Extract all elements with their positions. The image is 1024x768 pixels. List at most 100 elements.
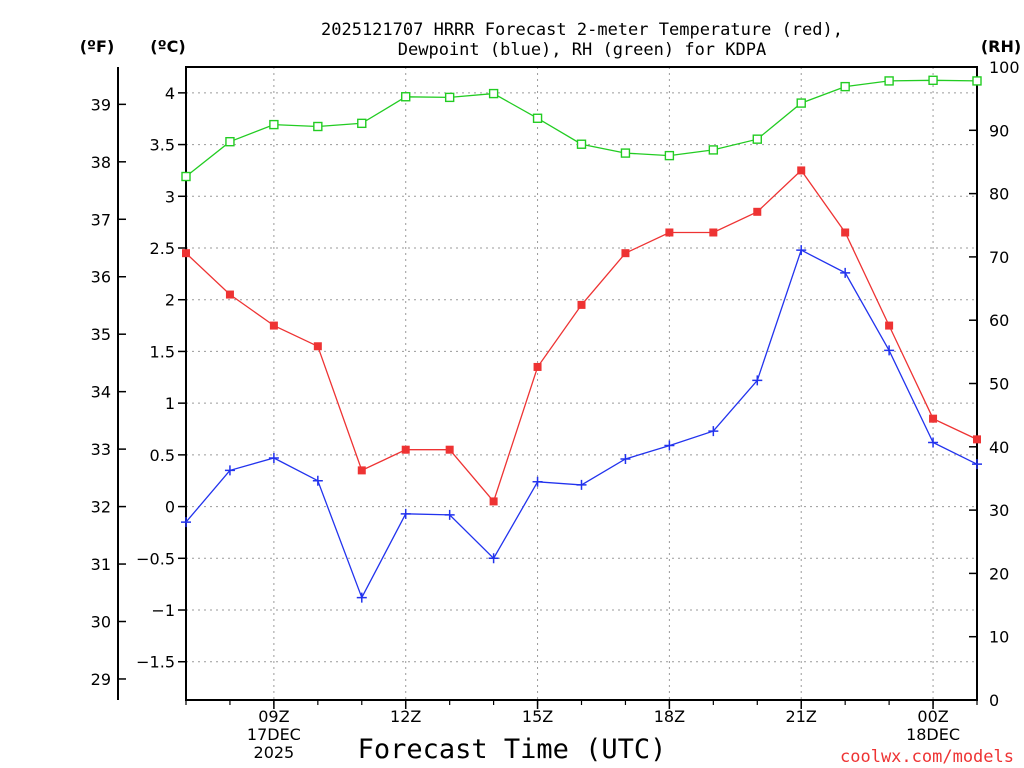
title-line-1: 2025121707 HRRR Forecast 2-meter Tempera… bbox=[321, 20, 843, 40]
series-layer bbox=[181, 75, 982, 603]
series-dewpoint bbox=[181, 245, 982, 603]
data-point bbox=[357, 118, 367, 129]
data-point bbox=[840, 81, 850, 92]
celsius-tick-label: 3 bbox=[165, 187, 175, 206]
celsius-tick-label: 3.5 bbox=[150, 136, 175, 155]
data-point bbox=[841, 228, 850, 237]
data-point bbox=[973, 435, 981, 444]
data-point bbox=[313, 121, 323, 132]
rh-tick-label: 80 bbox=[989, 185, 1009, 204]
data-point bbox=[709, 228, 718, 237]
celsius-unit-label: (ºC) bbox=[150, 37, 185, 56]
x-tick-label: 09Z bbox=[258, 707, 289, 726]
rh-tick-label: 0 bbox=[989, 691, 999, 710]
data-point bbox=[224, 465, 235, 476]
x-tick-label: 15Z bbox=[522, 707, 553, 726]
data-point bbox=[621, 249, 630, 258]
axes: 4 3.5 3 2.5 2 1.5 1 0.5 0 −0.5 −1 −1.5 39 38 37 36 35 34 3… bbox=[91, 58, 1020, 762]
data-point bbox=[664, 440, 675, 451]
data-point bbox=[401, 92, 411, 102]
fahrenheit-tick-label: 30 bbox=[91, 613, 111, 632]
fahrenheit-tick-label: 38 bbox=[91, 153, 111, 172]
data-point bbox=[664, 150, 675, 161]
data-point bbox=[928, 437, 939, 448]
data-point bbox=[665, 228, 674, 237]
data-point bbox=[796, 98, 806, 108]
rh-tick-label: 10 bbox=[989, 628, 1009, 647]
data-point bbox=[708, 426, 719, 437]
fahrenheit-tick-label: 34 bbox=[91, 383, 111, 402]
data-point bbox=[488, 88, 499, 99]
fahrenheit-tick-label: 32 bbox=[91, 498, 111, 517]
data-point bbox=[884, 76, 894, 86]
data-point bbox=[225, 290, 234, 299]
celsius-tick-label: 2.5 bbox=[150, 239, 175, 258]
x-tick-label: 18Z bbox=[654, 707, 685, 726]
data-point bbox=[356, 592, 367, 603]
data-point bbox=[533, 362, 542, 371]
data-point bbox=[884, 345, 895, 356]
data-point bbox=[401, 445, 410, 454]
data-point bbox=[532, 113, 543, 123]
celsius-tick-label: 0 bbox=[165, 498, 175, 517]
data-point bbox=[181, 171, 191, 182]
x-tick-label: 00Z bbox=[917, 707, 948, 726]
rh-tick-label: 90 bbox=[989, 121, 1009, 140]
x-axis-title: Forecast Time (UTC) bbox=[358, 734, 667, 765]
data-point bbox=[929, 414, 938, 423]
data-point bbox=[532, 476, 543, 487]
data-point bbox=[840, 267, 851, 278]
celsius-tick-label: −1.5 bbox=[136, 653, 175, 672]
fahrenheit-tick-label: 39 bbox=[91, 95, 111, 114]
data-point bbox=[357, 466, 366, 475]
rh-unit-label: (RH) bbox=[981, 37, 1021, 56]
data-point bbox=[620, 148, 631, 158]
fahrenheit-unit-label: (ºF) bbox=[80, 37, 115, 56]
data-point bbox=[312, 475, 323, 486]
data-point bbox=[182, 249, 190, 258]
x-tick-label: 18DEC bbox=[906, 725, 960, 744]
data-point bbox=[796, 245, 807, 256]
data-point bbox=[444, 92, 455, 103]
credit-text: coolwx.com/models bbox=[840, 747, 1014, 767]
data-point bbox=[269, 119, 279, 130]
x-tick-label: 17DEC bbox=[247, 725, 301, 744]
rh-tick-label: 50 bbox=[989, 375, 1009, 394]
fahrenheit-tick-label: 37 bbox=[91, 210, 111, 229]
x-tick-label: 21Z bbox=[786, 707, 817, 726]
rh-tick-label: 100 bbox=[989, 58, 1020, 77]
fahrenheit-tick-label: 36 bbox=[91, 268, 111, 287]
rh-tick-label: 40 bbox=[989, 438, 1009, 457]
series-2-meter-temperature bbox=[182, 166, 981, 506]
data-point bbox=[576, 479, 587, 490]
data-point bbox=[445, 445, 454, 454]
fahrenheit-tick-label: 35 bbox=[91, 325, 111, 344]
rh-tick-label: 30 bbox=[989, 501, 1009, 520]
data-point bbox=[972, 459, 982, 470]
data-point bbox=[225, 136, 235, 147]
rh-tick-label: 60 bbox=[989, 311, 1009, 330]
x-tick-label: 2025 bbox=[254, 743, 295, 762]
data-point bbox=[313, 342, 322, 351]
celsius-tick-label: 0.5 bbox=[150, 446, 175, 465]
fahrenheit-tick-label: 33 bbox=[91, 440, 111, 459]
data-point bbox=[885, 321, 894, 330]
celsius-tick-label: 2 bbox=[165, 291, 175, 310]
x-tick-label: 12Z bbox=[390, 707, 421, 726]
data-point bbox=[576, 139, 587, 149]
rh-tick-label: 20 bbox=[989, 564, 1009, 583]
data-point bbox=[972, 76, 982, 86]
celsius-tick-label: −1 bbox=[151, 601, 175, 620]
data-point bbox=[400, 508, 411, 519]
data-point bbox=[489, 497, 498, 506]
data-point bbox=[752, 375, 763, 386]
data-point bbox=[577, 300, 586, 309]
data-point bbox=[488, 553, 499, 564]
celsius-tick-label: 1 bbox=[165, 394, 175, 413]
celsius-tick-label: −0.5 bbox=[136, 549, 175, 568]
data-point bbox=[269, 321, 278, 330]
data-point bbox=[797, 166, 806, 175]
title-line-2: Dewpoint (blue), RH (green) for KDPA bbox=[398, 40, 766, 60]
